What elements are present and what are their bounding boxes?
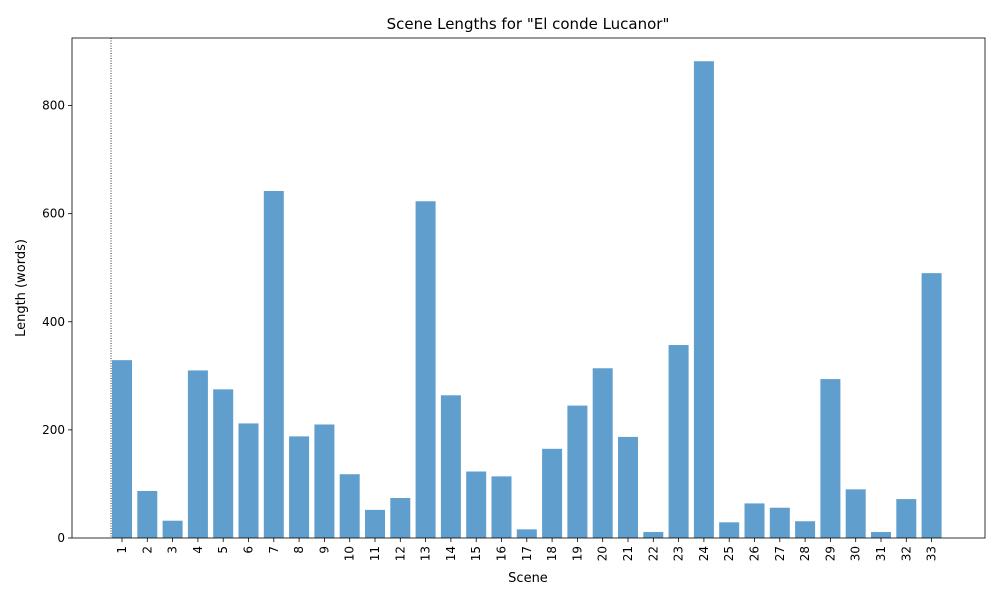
x-axis-label: Scene <box>508 571 548 586</box>
x-tick-label: 30 <box>849 546 863 561</box>
x-tick-label: 1 <box>115 546 129 554</box>
x-tick-label: 19 <box>570 546 584 561</box>
x-tick-label: 10 <box>343 546 357 561</box>
x-tick-label: 4 <box>191 546 205 554</box>
x-tick-label: 2 <box>140 546 154 554</box>
y-tick-label: 600 <box>42 207 65 221</box>
x-tick-label: 3 <box>166 546 180 554</box>
x-tick-label: 12 <box>393 546 407 561</box>
bar-scene-32 <box>896 499 917 538</box>
bar-scene-22 <box>643 532 664 538</box>
x-tick-label: 24 <box>697 546 711 561</box>
x-tick-label: 33 <box>925 546 939 561</box>
bar-scene-6 <box>238 423 259 538</box>
x-tick-label: 29 <box>823 546 837 561</box>
x-tick-label: 18 <box>545 546 559 561</box>
bar-scene-1 <box>112 360 132 538</box>
x-tick-label: 21 <box>621 546 635 561</box>
x-tick-label: 6 <box>242 546 256 554</box>
x-tick-label: 28 <box>798 546 812 561</box>
bar-scene-29 <box>820 379 841 538</box>
bar-scene-27 <box>769 507 790 538</box>
x-tick-label: 22 <box>646 546 660 561</box>
bar-scene-5 <box>213 389 234 538</box>
bar-scene-2 <box>137 490 158 538</box>
x-tick-label: 11 <box>368 546 382 561</box>
y-tick-label: 0 <box>57 531 65 545</box>
bar-scene-12 <box>390 498 411 538</box>
bar-scene-10 <box>339 474 360 538</box>
bar-scene-19 <box>567 405 588 538</box>
bar-scene-24 <box>693 61 714 539</box>
bar-scene-7 <box>263 190 284 538</box>
bar-scene-15 <box>466 471 487 538</box>
x-tick-label: 14 <box>444 546 458 561</box>
y-tick-label: 200 <box>42 423 65 437</box>
y-tick-label: 800 <box>42 99 65 113</box>
x-tick-label: 7 <box>267 546 281 554</box>
x-tick-label: 13 <box>419 546 433 561</box>
x-tick-label: 26 <box>748 546 762 561</box>
x-tick-label: 9 <box>317 546 331 554</box>
bar-scene-30 <box>845 489 866 538</box>
y-tick-label: 400 <box>42 315 65 329</box>
bar-scene-21 <box>618 436 638 538</box>
bar-scene-17 <box>516 529 537 538</box>
x-tick-label: 17 <box>520 546 534 561</box>
bar-scene-9 <box>314 424 335 538</box>
x-tick-label: 31 <box>874 546 888 561</box>
bar-scene-26 <box>744 503 765 538</box>
bar-scene-14 <box>440 395 461 538</box>
bar-scene-8 <box>289 436 310 538</box>
x-tick-label: 16 <box>495 546 509 561</box>
bar-scene-13 <box>415 201 436 539</box>
bar-scene-3 <box>162 520 183 538</box>
chart-title: Scene Lengths for "El conde Lucanor" <box>387 15 670 33</box>
bar-scene-18 <box>542 448 563 538</box>
x-tick-label: 5 <box>216 546 230 554</box>
bar-scene-31 <box>871 532 891 538</box>
x-tick-label: 23 <box>672 546 686 561</box>
bar-scene-33 <box>921 273 942 538</box>
axes-frame <box>71 37 986 539</box>
y-axis-label: Length (words) <box>14 239 29 337</box>
x-tick-label: 32 <box>899 546 913 561</box>
bar-scene-25 <box>719 522 740 538</box>
x-tick-label: 15 <box>469 546 483 561</box>
x-tick-label: 20 <box>596 546 610 561</box>
bar-scene-23 <box>668 345 689 538</box>
bar-scene-4 <box>187 370 208 538</box>
bar-scene-11 <box>365 509 385 538</box>
x-tick-label: 27 <box>773 546 787 561</box>
x-tick-label: 8 <box>292 546 306 554</box>
x-tick-label: 25 <box>722 546 736 561</box>
bar-scene-28 <box>795 521 816 538</box>
bar-scene-20 <box>592 368 613 538</box>
bar-scene-16 <box>491 476 512 538</box>
